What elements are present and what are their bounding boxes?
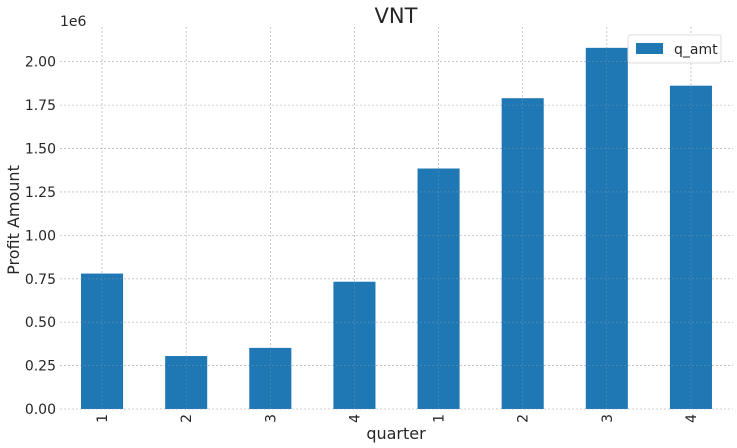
y-tick-label: 1.75 (25, 98, 56, 114)
legend-label: q_amt (674, 42, 718, 58)
x-tick-label: 2 (179, 414, 195, 423)
x-tick-label: 1 (95, 414, 111, 423)
y-tick-labels: 0.00 0.25 0.50 0.75 1.00 1.25 1.50 1.75 2.00 (25, 55, 56, 418)
y-tick-label: 2.00 (25, 55, 56, 71)
bar (249, 347, 292, 409)
legend: q_amt (627, 34, 722, 64)
y-tick-label: 0.00 (25, 402, 56, 418)
grid-lines-overlay (60, 27, 733, 410)
bar (333, 281, 376, 409)
bar (585, 47, 628, 409)
bar (669, 85, 712, 410)
x-tick-label: 3 (600, 414, 616, 423)
x-tick-label: 4 (684, 414, 700, 423)
y-tick-label: 1.00 (25, 228, 56, 244)
bar (417, 168, 460, 409)
y-tick-label: 0.75 (25, 272, 56, 288)
bar (81, 273, 124, 409)
y-tick-label: 0.25 (25, 359, 56, 375)
y-offset-label: 1e6 (60, 14, 87, 30)
y-axis-label: Profit Amount (4, 165, 23, 275)
x-tick-label: 2 (516, 414, 532, 423)
legend-swatch (636, 43, 663, 54)
chart-title: VNT (375, 4, 418, 28)
x-tick-label: 3 (263, 414, 279, 423)
x-tick-label: 1 (432, 414, 448, 423)
x-tick-label: 4 (347, 414, 363, 423)
grid-lines (60, 27, 733, 410)
bar (165, 356, 208, 409)
x-axis-label: quarter (366, 424, 426, 443)
y-tick-label: 1.25 (25, 185, 56, 201)
x-tick-labels: 1 2 3 4 1 2 3 4 (95, 414, 700, 423)
legend-frame (627, 34, 722, 64)
bar (501, 98, 544, 409)
bars (81, 47, 712, 410)
y-tick-label: 1.50 (25, 142, 56, 158)
y-tick-label: 0.50 (25, 315, 56, 331)
